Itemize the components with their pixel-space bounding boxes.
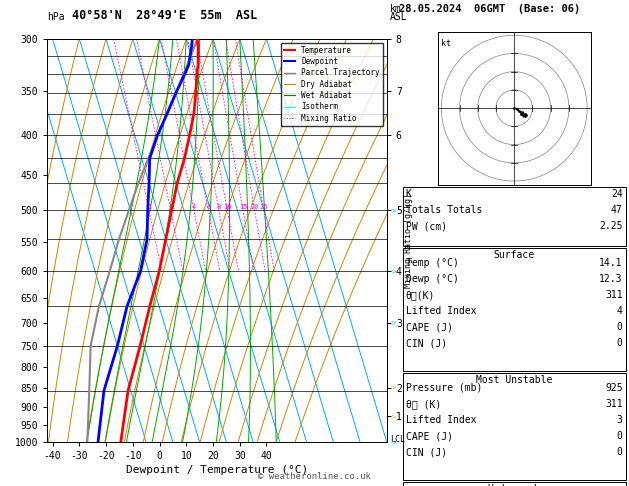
Text: 47: 47 bbox=[611, 205, 623, 215]
Text: Pressure (mb): Pressure (mb) bbox=[406, 383, 482, 393]
Text: 4: 4 bbox=[617, 306, 623, 316]
Text: Most Unstable: Most Unstable bbox=[476, 375, 552, 385]
Text: θᴄ(K): θᴄ(K) bbox=[406, 290, 435, 300]
Text: Lifted Index: Lifted Index bbox=[406, 415, 476, 425]
Text: 4: 4 bbox=[192, 204, 196, 210]
Text: Dewp (°C): Dewp (°C) bbox=[406, 274, 459, 284]
Text: 40°58'N  28°49'E  55m  ASL: 40°58'N 28°49'E 55m ASL bbox=[72, 9, 258, 22]
Text: Lifted Index: Lifted Index bbox=[406, 306, 476, 316]
Text: >: > bbox=[390, 268, 396, 274]
Text: 6: 6 bbox=[206, 204, 210, 210]
Text: 311: 311 bbox=[605, 399, 623, 409]
Text: 1: 1 bbox=[147, 204, 151, 210]
Text: ASL: ASL bbox=[390, 12, 408, 22]
Text: Mixing Ratio (g/kg): Mixing Ratio (g/kg) bbox=[404, 193, 413, 288]
Text: >: > bbox=[390, 207, 396, 213]
Text: Temp (°C): Temp (°C) bbox=[406, 258, 459, 268]
Text: >: > bbox=[390, 320, 396, 326]
Legend: Temperature, Dewpoint, Parcel Trajectory, Dry Adiabat, Wet Adiabat, Isotherm, Mi: Temperature, Dewpoint, Parcel Trajectory… bbox=[281, 43, 383, 125]
Text: θᴄ (K): θᴄ (K) bbox=[406, 399, 441, 409]
Text: 28.05.2024  06GMT  (Base: 06): 28.05.2024 06GMT (Base: 06) bbox=[399, 3, 581, 14]
X-axis label: Dewpoint / Temperature (°C): Dewpoint / Temperature (°C) bbox=[126, 466, 308, 475]
Text: Surface: Surface bbox=[494, 250, 535, 260]
Text: 24: 24 bbox=[611, 189, 623, 199]
Text: 2.25: 2.25 bbox=[599, 221, 623, 231]
Text: 25: 25 bbox=[260, 204, 268, 210]
Text: km: km bbox=[390, 3, 402, 14]
Text: 20: 20 bbox=[250, 204, 259, 210]
Text: 311: 311 bbox=[605, 290, 623, 300]
Text: CAPE (J): CAPE (J) bbox=[406, 431, 453, 441]
Text: 12.3: 12.3 bbox=[599, 274, 623, 284]
Text: 14.1: 14.1 bbox=[599, 258, 623, 268]
Text: >: > bbox=[390, 413, 396, 419]
Text: LCL: LCL bbox=[390, 435, 405, 444]
Text: 3: 3 bbox=[617, 415, 623, 425]
Text: 925: 925 bbox=[605, 383, 623, 393]
Text: >: > bbox=[390, 385, 396, 391]
Text: Totals Totals: Totals Totals bbox=[406, 205, 482, 215]
Text: 8: 8 bbox=[216, 204, 221, 210]
Text: 0: 0 bbox=[617, 431, 623, 441]
Text: 15: 15 bbox=[239, 204, 247, 210]
Text: CIN (J): CIN (J) bbox=[406, 338, 447, 348]
Text: CIN (J): CIN (J) bbox=[406, 447, 447, 457]
Text: 0: 0 bbox=[617, 322, 623, 332]
Text: CAPE (J): CAPE (J) bbox=[406, 322, 453, 332]
Text: 0: 0 bbox=[617, 447, 623, 457]
Text: 10: 10 bbox=[223, 204, 231, 210]
Text: Hodograph: Hodograph bbox=[487, 484, 541, 486]
Text: © weatheronline.co.uk: © weatheronline.co.uk bbox=[258, 472, 371, 481]
Text: K: K bbox=[406, 189, 411, 199]
Text: 0: 0 bbox=[617, 338, 623, 348]
Text: kt: kt bbox=[442, 39, 452, 48]
Text: 2: 2 bbox=[169, 204, 173, 210]
Text: hPa: hPa bbox=[47, 12, 65, 22]
Text: >: > bbox=[390, 439, 396, 445]
Text: PW (cm): PW (cm) bbox=[406, 221, 447, 231]
